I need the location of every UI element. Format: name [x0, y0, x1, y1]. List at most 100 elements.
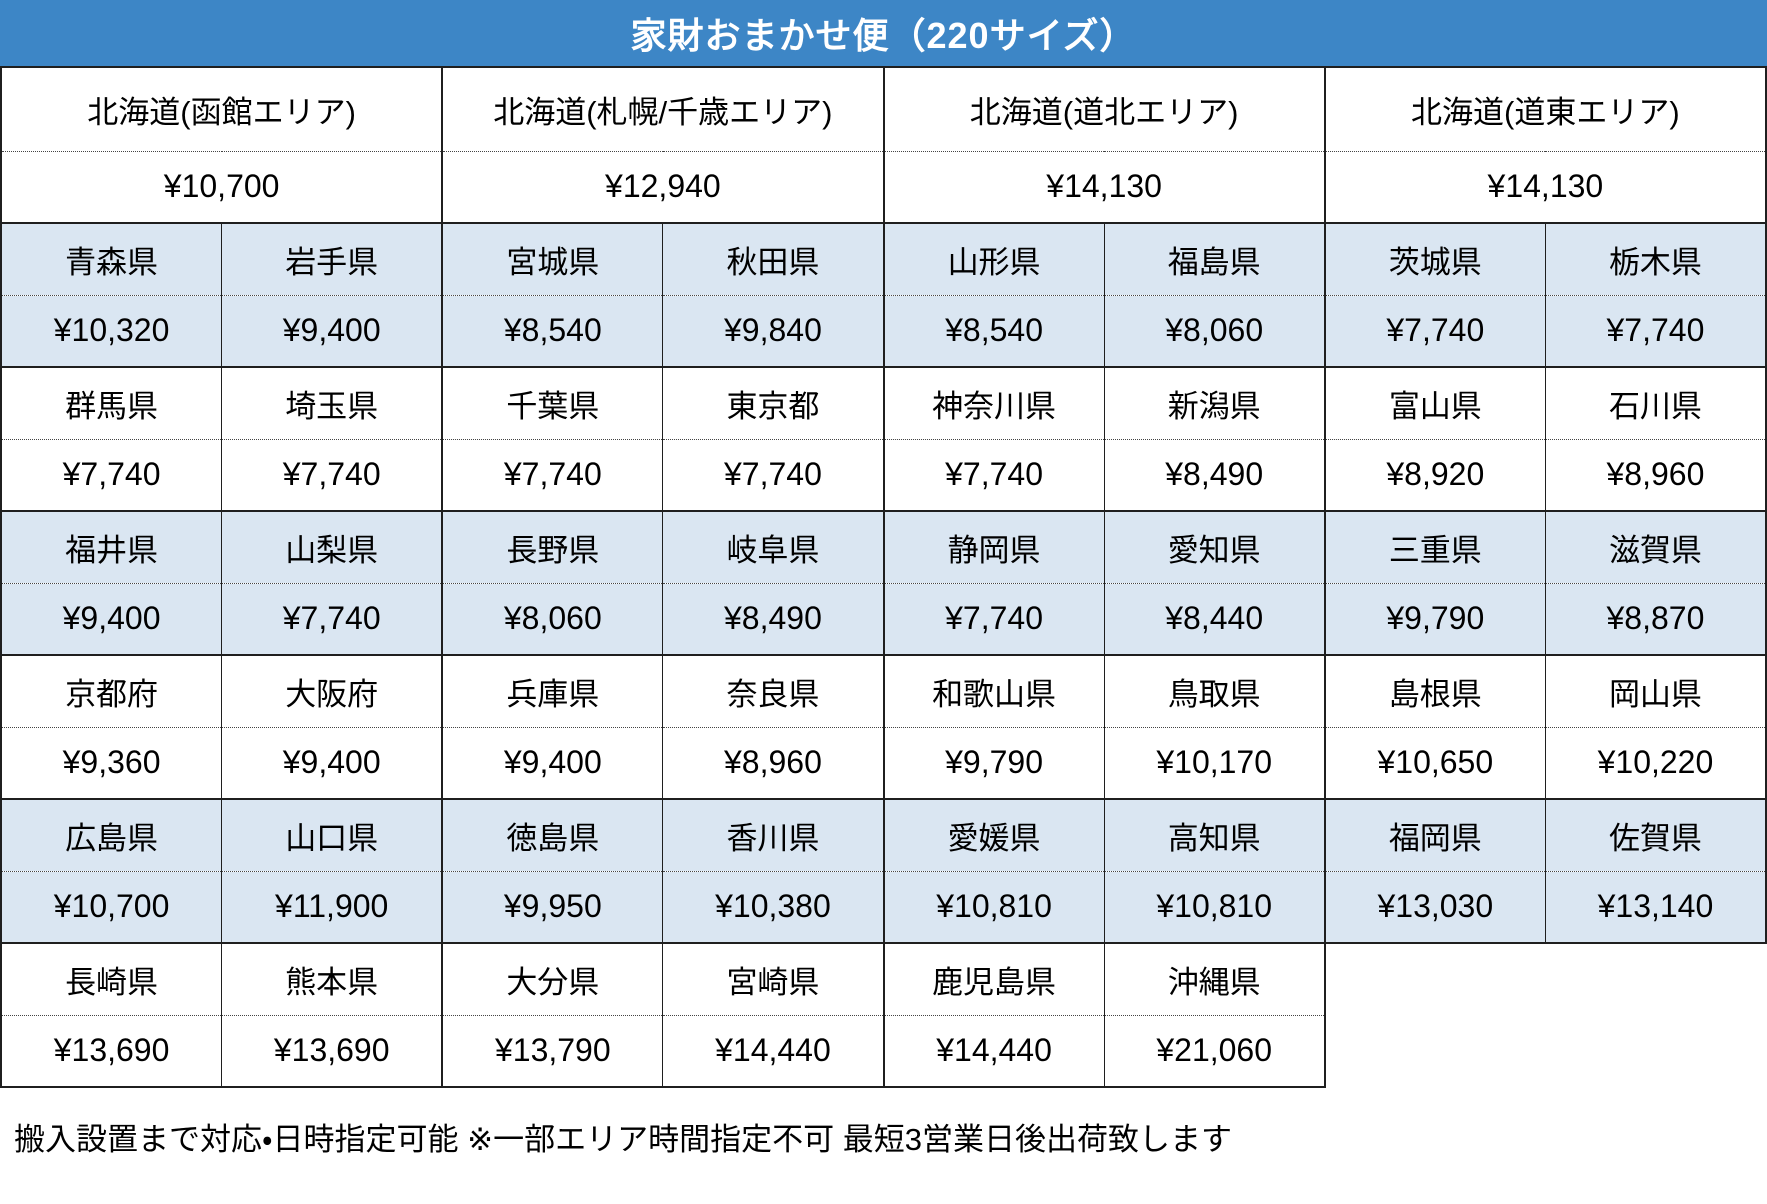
- prefecture-price-cell: ¥7,740: [221, 439, 444, 512]
- prefecture-name-cell: 静岡県: [883, 510, 1105, 584]
- prefecture-price-cell: ¥9,360: [0, 727, 223, 800]
- prefecture-name-cell: 岡山県: [1544, 654, 1767, 728]
- shipping-price-sheet: 家財おまかせ便（220サイズ） 北海道(函館エリア) 北海道(札幌/千歳エリア) 北…: [0, 0, 1767, 1157]
- prefecture-name-cell: 兵庫県: [441, 654, 664, 728]
- area-name-cell: 北海道(函館エリア): [0, 66, 444, 152]
- prefecture-price-cell: ¥10,170: [1103, 727, 1326, 800]
- prefecture-name-cell: 富山県: [1324, 366, 1546, 440]
- prefecture-name-cell: 長野県: [441, 510, 664, 584]
- prefecture-price-cell: ¥13,140: [1544, 871, 1767, 944]
- prefecture-name-cell: 福井県: [0, 510, 223, 584]
- prefecture-name-cell: 埼玉県: [221, 366, 444, 440]
- prefecture-price-cell: ¥10,810: [1103, 871, 1326, 944]
- prefecture-name-cell: 京都府: [0, 654, 223, 728]
- table-row: ¥10,700 ¥11,900 ¥9,950 ¥10,380 ¥10,810 ¥10,81…: [0, 871, 1767, 944]
- prefecture-price-cell: ¥9,840: [662, 295, 885, 368]
- prefecture-price-cell: ¥13,690: [0, 1015, 223, 1088]
- prefecture-price-cell: ¥7,740: [0, 439, 223, 512]
- table-row: 青森県 岩手県 宮城県 秋田県 山形県 福島県 茨城県 栃木県: [0, 222, 1767, 296]
- prefecture-name-cell: 広島県: [0, 798, 223, 872]
- footer-note: 搬入設置まで対応・日時指定可能 ※一部エリア時間指定不可 最短3営業日後出荷致し…: [14, 1122, 1232, 1157]
- area-name-cell: 北海道(道東エリア): [1324, 66, 1767, 152]
- prefecture-price-cell: ¥10,380: [662, 871, 885, 944]
- prefecture-name-cell: 大分県: [441, 942, 664, 1016]
- table-row: 福井県 山梨県 長野県 岐阜県 静岡県 愛知県 三重県 滋賀県: [0, 510, 1767, 584]
- area-name-cell: 北海道(道北エリア): [882, 66, 1326, 152]
- prefecture-price-cell: ¥8,960: [662, 727, 885, 800]
- prefecture-name-cell: 高知県: [1103, 798, 1326, 872]
- table-row: ¥9,360 ¥9,400 ¥9,400 ¥8,960 ¥9,790 ¥10,170 ¥10…: [0, 727, 1767, 800]
- prefecture-name-cell: 秋田県: [662, 222, 885, 296]
- table-row: 群馬県 埼玉県 千葉県 東京都 神奈川県 新潟県 富山県 石川県: [0, 366, 1767, 440]
- prefecture-name-cell: 福島県: [1103, 222, 1326, 296]
- table-row: ¥13,690 ¥13,690 ¥13,790 ¥14,440 ¥14,440 ¥21,0…: [0, 1015, 1766, 1088]
- prefecture-name-cell: 福岡県: [1324, 798, 1546, 872]
- prefecture-price-cell: ¥9,790: [1324, 583, 1546, 656]
- prefecture-name-cell: 三重県: [1324, 510, 1546, 584]
- table-row: 広島県 山口県 徳島県 香川県 愛媛県 高知県 福岡県 佐賀県: [0, 798, 1767, 872]
- prefecture-price-cell: ¥9,950: [441, 871, 664, 944]
- prefecture-name-cell: 宮崎県: [662, 942, 885, 1016]
- prefecture-price-cell: ¥14,440: [662, 1015, 885, 1088]
- prefecture-name-cell: 大阪府: [221, 654, 444, 728]
- prefecture-price-cell: ¥8,060: [441, 583, 664, 656]
- table-row: ¥9,400 ¥7,740 ¥8,060 ¥8,490 ¥7,740 ¥8,440 ¥9,7…: [0, 583, 1767, 656]
- prefecture-price-cell: ¥10,650: [1324, 727, 1546, 800]
- prefecture-name-cell: 沖縄県: [1103, 942, 1326, 1016]
- price-table-body: 北海道(函館エリア) 北海道(札幌/千歳エリア) 北海道(道北エリア) 北海道(道東エ…: [0, 66, 1767, 1088]
- prefecture-name-cell: 茨城県: [1324, 222, 1546, 296]
- prefecture-price-cell: ¥9,400: [441, 727, 664, 800]
- area-price-cell: ¥14,130: [1324, 151, 1767, 224]
- prefecture-name-cell: 島根県: [1324, 654, 1546, 728]
- prefecture-price-cell: ¥8,540: [441, 295, 664, 368]
- prefecture-price-cell: ¥7,740: [883, 439, 1105, 512]
- sheet-title: 家財おまかせ便（220サイズ）: [630, 15, 1137, 56]
- prefecture-price-cell: ¥8,920: [1324, 439, 1546, 512]
- prefecture-name-cell: 奈良県: [662, 654, 885, 728]
- prefecture-name-cell: 岐阜県: [662, 510, 885, 584]
- prefecture-price-cell: ¥7,740: [1324, 295, 1546, 368]
- table-row: ¥7,740 ¥7,740 ¥7,740 ¥7,740 ¥7,740 ¥8,490 ¥8,9…: [0, 439, 1767, 512]
- prefecture-price-cell: ¥8,440: [1103, 583, 1326, 656]
- table-row: 長崎県 熊本県 大分県 宮崎県 鹿児島県 沖縄県: [0, 942, 1766, 1016]
- prefecture-price-cell: ¥9,790: [883, 727, 1105, 800]
- prefecture-name-cell: 鹿児島県: [883, 942, 1105, 1016]
- prefecture-name-cell: 佐賀県: [1544, 798, 1767, 872]
- prefecture-name-cell: 香川県: [662, 798, 885, 872]
- prefecture-name-cell: 宮城県: [441, 222, 664, 296]
- prefecture-name-cell: 山梨県: [221, 510, 444, 584]
- prefecture-price-cell: ¥9,400: [221, 727, 444, 800]
- prefecture-price-cell: ¥10,810: [883, 871, 1105, 944]
- prefecture-name-cell: 滋賀県: [1544, 510, 1767, 584]
- prefecture-price-cell: ¥10,700: [0, 871, 223, 944]
- prefecture-name-cell: 鳥取県: [1103, 654, 1326, 728]
- area-price-cell: ¥10,700: [0, 151, 444, 224]
- prefecture-price-cell: ¥8,540: [883, 295, 1105, 368]
- prefecture-price-cell: ¥8,490: [662, 583, 885, 656]
- prefecture-name-cell: 新潟県: [1103, 366, 1326, 440]
- prefecture-price-cell: ¥8,060: [1103, 295, 1326, 368]
- area-name-cell: 北海道(札幌/千歳エリア): [441, 66, 885, 152]
- prefecture-price-cell: ¥8,490: [1103, 439, 1326, 512]
- prefecture-price-cell: ¥13,690: [221, 1015, 444, 1088]
- prefecture-name-cell: 千葉県: [441, 366, 664, 440]
- prefecture-price-cell: ¥21,060: [1103, 1015, 1326, 1088]
- prefecture-name-cell: 長崎県: [0, 942, 223, 1016]
- prefecture-name-cell: 山口県: [221, 798, 444, 872]
- prefecture-price-cell: ¥7,740: [662, 439, 885, 512]
- prefecture-name-cell: 愛知県: [1103, 510, 1326, 584]
- prefecture-price-cell: ¥10,220: [1544, 727, 1767, 800]
- table-row: 北海道(函館エリア) 北海道(札幌/千歳エリア) 北海道(道北エリア) 北海道(道東エ…: [0, 66, 1767, 152]
- prefecture-price-cell: ¥9,400: [221, 295, 444, 368]
- area-price-cell: ¥12,940: [441, 151, 885, 224]
- prefecture-price-cell: ¥7,740: [1544, 295, 1767, 368]
- prefecture-price-cell: ¥11,900: [221, 871, 444, 944]
- title-bar: 家財おまかせ便（220サイズ）: [0, 0, 1767, 66]
- table-row: 京都府 大阪府 兵庫県 奈良県 和歌山県 鳥取県 島根県 岡山県: [0, 654, 1767, 728]
- prefecture-name-cell: 熊本県: [221, 942, 444, 1016]
- prefecture-price-cell: ¥13,030: [1324, 871, 1546, 944]
- prefecture-name-cell: 群馬県: [0, 366, 223, 440]
- price-table: 北海道(函館エリア) 北海道(札幌/千歳エリア) 北海道(道北エリア) 北海道(道東エ…: [0, 66, 1767, 1088]
- prefecture-name-cell: 栃木県: [1544, 222, 1767, 296]
- prefecture-price-cell: ¥7,740: [441, 439, 664, 512]
